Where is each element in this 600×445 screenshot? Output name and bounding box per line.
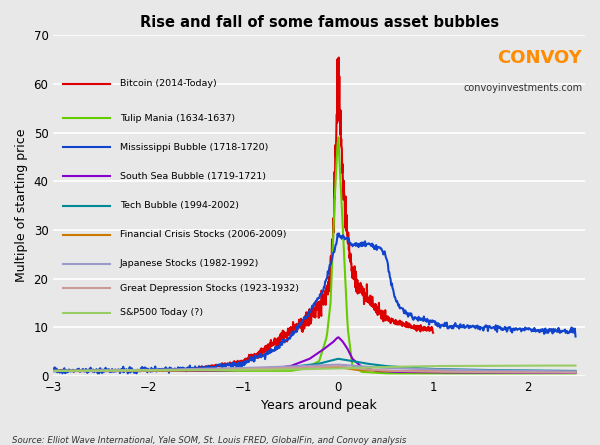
Text: Financial Crisis Stocks (2006-2009): Financial Crisis Stocks (2006-2009)	[120, 230, 286, 239]
Text: S&P500 Today (?): S&P500 Today (?)	[120, 308, 203, 317]
Text: Mississippi Bubble (1718-1720): Mississippi Bubble (1718-1720)	[120, 143, 268, 152]
Text: CONVOY: CONVOY	[497, 49, 583, 67]
Text: convoyinvestments.com: convoyinvestments.com	[463, 83, 583, 93]
Text: South Sea Bubble (1719-1721): South Sea Bubble (1719-1721)	[120, 172, 266, 181]
Text: Japanese Stocks (1982-1992): Japanese Stocks (1982-1992)	[120, 259, 259, 268]
Text: Bitcoin (2014-Today): Bitcoin (2014-Today)	[120, 80, 217, 89]
Text: Tech Bubble (1994-2002): Tech Bubble (1994-2002)	[120, 201, 239, 210]
Text: Tulip Mania (1634-1637): Tulip Mania (1634-1637)	[120, 113, 235, 122]
Y-axis label: Multiple of starting price: Multiple of starting price	[15, 129, 28, 282]
Title: Rise and fall of some famous asset bubbles: Rise and fall of some famous asset bubbl…	[140, 15, 499, 30]
X-axis label: Years around peak: Years around peak	[261, 399, 377, 412]
Text: Great Depression Stocks (1923-1932): Great Depression Stocks (1923-1932)	[120, 284, 299, 293]
Text: Source: Elliot Wave International, Yale SOM, St. Louis FRED, GlobalFin, and Conv: Source: Elliot Wave International, Yale …	[12, 436, 406, 445]
